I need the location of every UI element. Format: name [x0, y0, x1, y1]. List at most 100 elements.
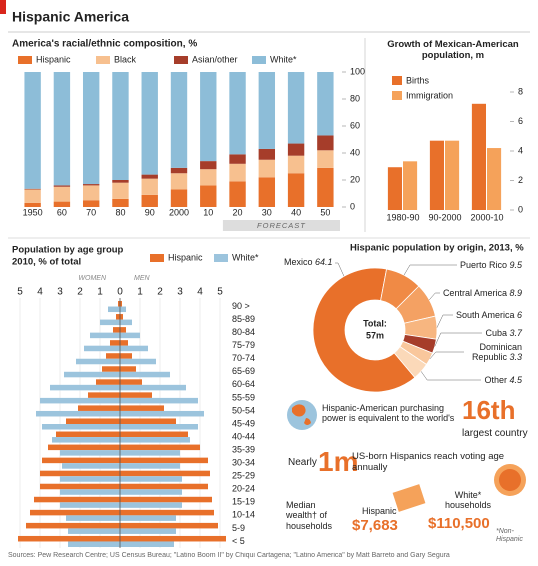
x-tick-label: 2000 [169, 207, 189, 217]
bar [113, 327, 120, 333]
legend-swatch [174, 56, 188, 64]
y-tick-label: 40-44 [232, 431, 255, 441]
slice-label: South America 6 [456, 310, 522, 320]
slice-category: Dominican Republic [471, 341, 522, 362]
x-tick-label: 10 [203, 207, 213, 217]
bar-segment [287, 155, 305, 174]
bar [120, 353, 132, 359]
y-tick-label: 10-14 [232, 510, 255, 520]
medal-icon [499, 469, 521, 491]
bar [88, 392, 120, 398]
bar-segment [170, 189, 188, 207]
bar [26, 522, 120, 529]
bar [40, 483, 120, 490]
x-tick-label: 80 [115, 207, 125, 217]
leader-line [434, 332, 482, 347]
slice-category: Central America [442, 288, 507, 298]
bar [120, 431, 188, 438]
bar [90, 332, 120, 339]
bar [120, 444, 200, 451]
bar-segment [141, 178, 158, 195]
slice-label: Dominican Republic 3.3 [467, 342, 522, 363]
x-tick-label: 70 [86, 207, 96, 217]
bar [116, 314, 120, 320]
bar-segment [317, 72, 334, 136]
annotation: FORECAST [257, 221, 306, 230]
x-tick-label: 1 [97, 287, 103, 298]
bar-segment [229, 154, 246, 164]
chart-title: America's racial/ethnic composition, % [12, 39, 197, 50]
bar-segment [141, 72, 158, 175]
x-tick-label: 2000-10 [470, 212, 503, 222]
bar-segment [317, 135, 334, 151]
x-tick-label: 4 [197, 287, 203, 298]
bar-segment [24, 188, 41, 190]
slice-label: Other 4.5 [484, 375, 522, 385]
bar-segment [317, 150, 334, 168]
bar [120, 392, 152, 398]
y-tick-label: 4 [518, 145, 523, 155]
bar [56, 431, 120, 438]
bar [36, 410, 120, 417]
bar [64, 371, 120, 378]
bar [78, 405, 120, 411]
slice-category: Mexico [284, 257, 313, 267]
bar [120, 340, 128, 346]
legend-label: Births [406, 75, 430, 85]
x-tick-label: 0 [117, 287, 123, 298]
y-tick-label: 90 > [232, 301, 250, 311]
bar-segment [229, 72, 246, 155]
bar-segment [141, 194, 158, 207]
bar-segment [287, 72, 305, 144]
donut-slice [393, 346, 428, 379]
bar-segment [258, 177, 276, 207]
bar [68, 528, 120, 534]
y-tick-label: 80 [350, 93, 360, 103]
bar [120, 366, 136, 372]
y-tick-label: 60-64 [232, 379, 255, 389]
bar-segment [229, 163, 246, 182]
bar [62, 463, 120, 469]
bar [60, 450, 120, 456]
y-tick-label: 2 [518, 175, 523, 185]
legend-label: Immigration [406, 90, 453, 100]
x-tick-label: 40 [291, 207, 301, 217]
bar [30, 509, 120, 516]
x-tick-label: 30 [262, 207, 272, 217]
leader-line [436, 314, 453, 328]
y-tick-label: 35-39 [232, 444, 255, 454]
bar [120, 306, 126, 313]
bar [120, 319, 132, 326]
bar-segment [24, 189, 41, 203]
bar [120, 483, 208, 490]
bar-segment [258, 159, 276, 178]
y-tick-label: 45-49 [232, 418, 255, 428]
leader-line [420, 371, 481, 381]
chart-title: Growth of Mexican-American population, m [387, 39, 519, 61]
bar-segment [170, 72, 188, 168]
y-tick-label: 0 [518, 204, 523, 214]
x-tick-label: 2 [157, 287, 163, 298]
wealth-label: Hispanic [362, 506, 397, 516]
x-tick-label: 4 [37, 287, 43, 298]
legend-label: White* [270, 54, 297, 64]
bar [60, 476, 120, 482]
legend-label: Hispanic [168, 252, 203, 262]
wealth-value: $7,683 [352, 517, 398, 534]
x-tick-label: 1980-90 [386, 212, 419, 222]
x-tick-label: 60 [57, 207, 67, 217]
bar-segment [112, 198, 129, 207]
y-tick-label: 8 [518, 86, 523, 96]
leader-line [429, 292, 440, 301]
bar-segment [170, 173, 188, 190]
bar-segment [200, 169, 217, 186]
envelope-icon [392, 484, 426, 512]
bar-segment [141, 174, 158, 179]
bar [40, 470, 120, 477]
x-tick-label: 3 [57, 287, 63, 298]
bar [120, 405, 164, 411]
legend-swatch [18, 56, 32, 64]
bar-segment [24, 202, 41, 207]
bar-segment [53, 185, 71, 187]
